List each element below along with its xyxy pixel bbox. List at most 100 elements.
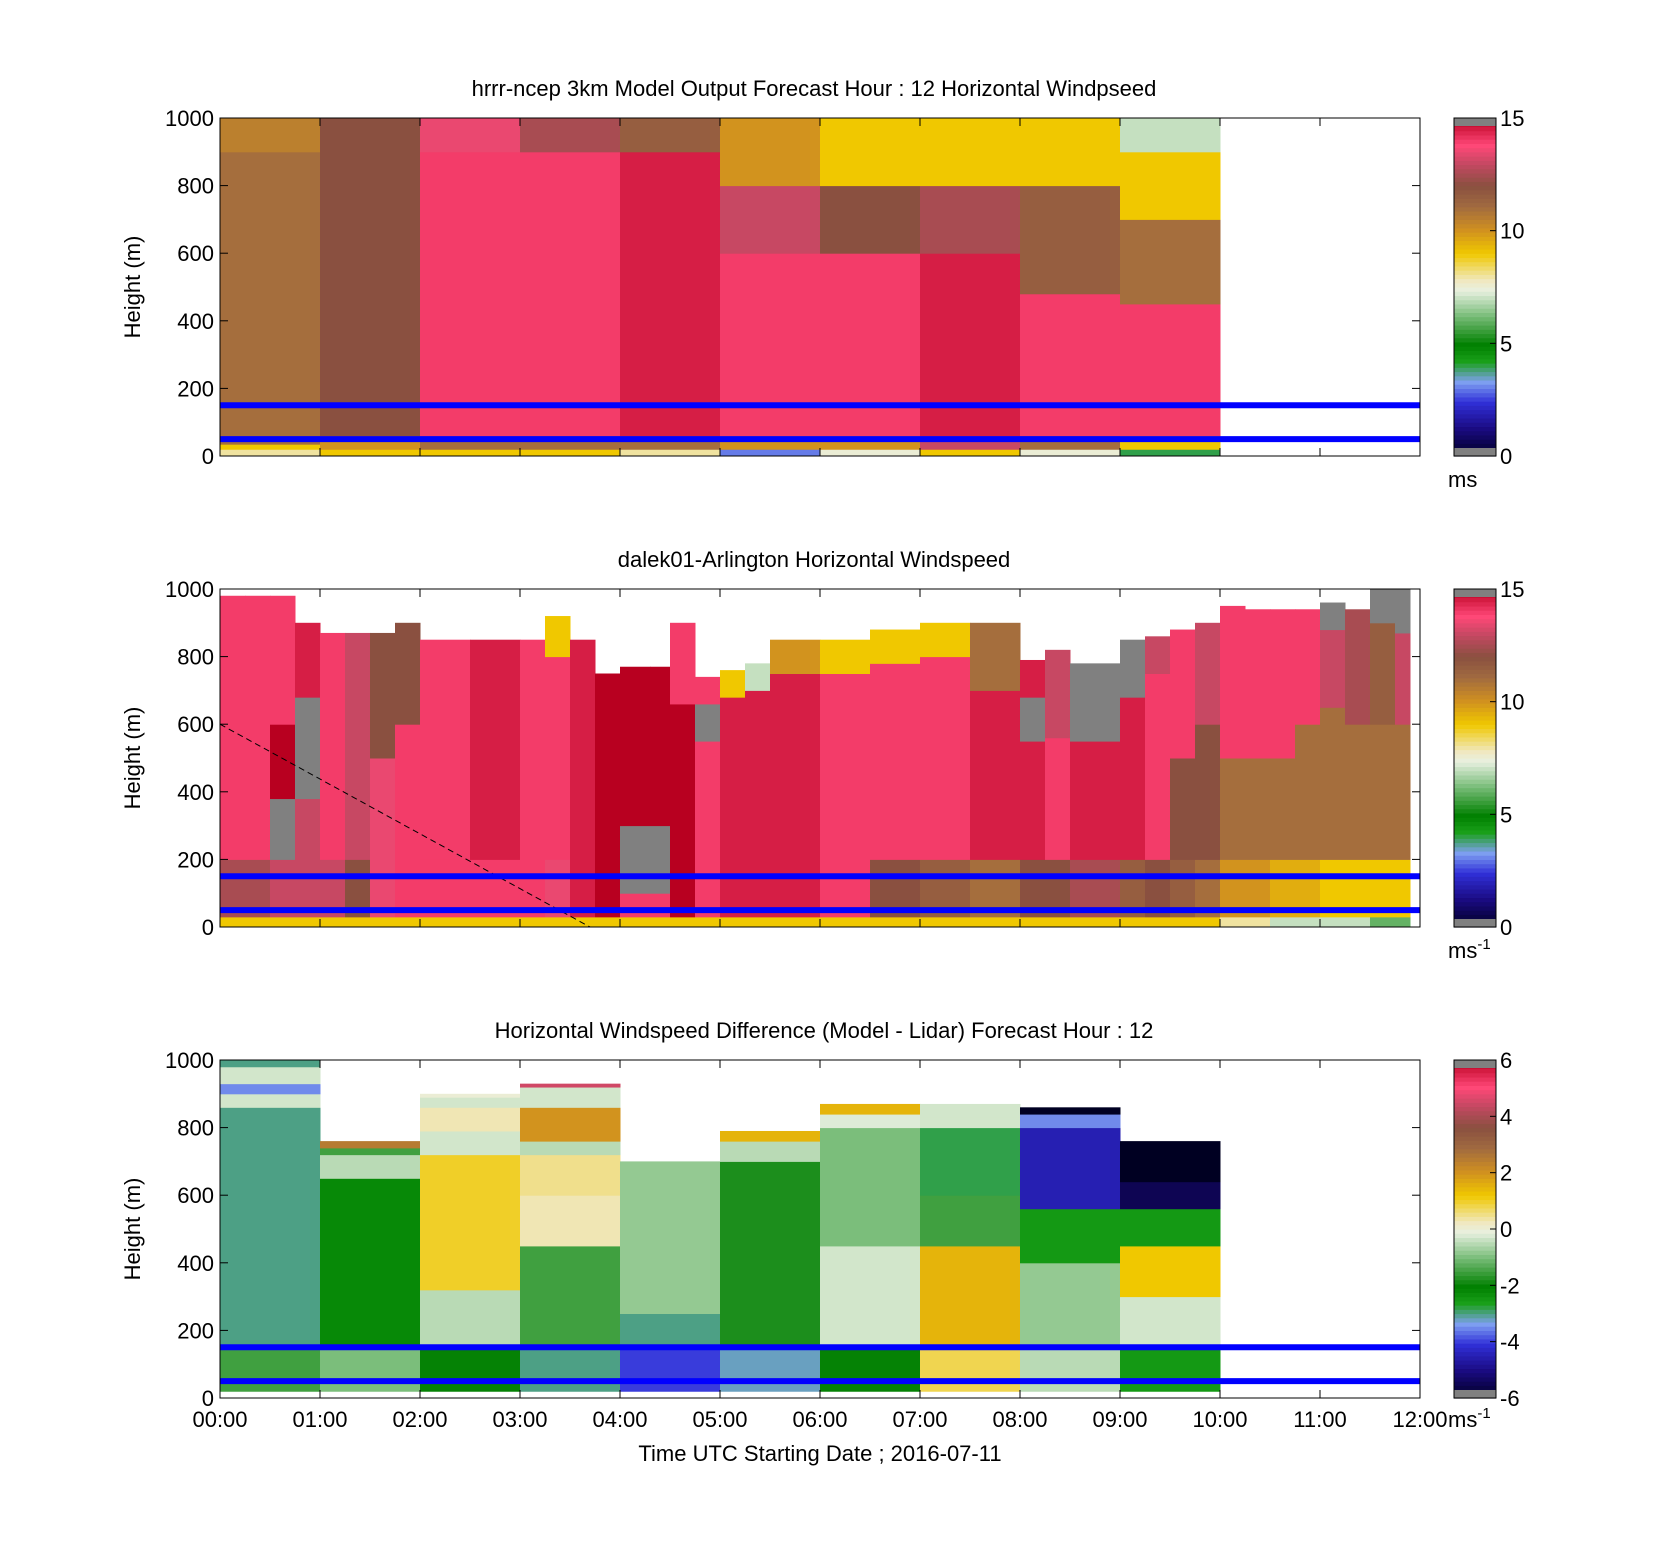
heatmap-cell <box>1120 1181 1221 1210</box>
colorbar-swatch <box>1454 1140 1496 1146</box>
colorbar-swatch <box>1454 829 1496 835</box>
heatmap-cell <box>720 1141 821 1162</box>
colorbar-swatch <box>1454 375 1496 381</box>
heatmap-cell <box>420 1097 521 1108</box>
heatmap-cell <box>420 1289 521 1348</box>
colorbar-swatch <box>1454 134 1496 140</box>
colorbar-swatch <box>1454 635 1496 641</box>
colorbar-swatch <box>1454 673 1496 679</box>
heatmap-cell <box>695 703 721 742</box>
heatmap-cell <box>245 916 271 928</box>
heatmap-cell <box>1020 1114 1121 1129</box>
heatmap-cell <box>420 449 521 457</box>
heatmap-cell <box>920 622 971 658</box>
colorbar-swatch <box>1454 1355 1496 1361</box>
heatmap-cell <box>1020 697 1046 742</box>
heatmap-cell <box>1345 916 1371 928</box>
heatmap-cell <box>320 1141 421 1149</box>
colorbar-swatch <box>1454 287 1496 292</box>
panel-lidar-dashed-line <box>219 723 591 928</box>
colorbar-swatch <box>1454 198 1496 204</box>
colorbar-swatch <box>1454 333 1496 339</box>
heatmap-cell <box>920 449 1021 457</box>
heatmap-cell <box>1120 1208 1221 1247</box>
colorbar-tick-label: 10 <box>1500 219 1524 244</box>
colorbar-swatch <box>1454 1262 1496 1268</box>
colorbar-swatch <box>1454 1085 1496 1091</box>
colorbar-swatch <box>1454 749 1496 755</box>
colorbar-swatch <box>1454 846 1496 852</box>
heatmap-cell <box>1120 303 1221 437</box>
colorbar-swatch <box>1454 1313 1496 1319</box>
heatmap-cell <box>1370 724 1396 860</box>
heatmap-cell <box>1270 758 1296 860</box>
heatmap-cell <box>1395 724 1411 860</box>
y-tick-label: 600 <box>177 1183 214 1208</box>
colorbar-swatch <box>1454 295 1496 301</box>
colorbar-swatch <box>1454 143 1496 149</box>
panel-lidar-reference-lines <box>220 873 1420 914</box>
colorbar-swatch <box>1454 905 1496 911</box>
heatmap-cell <box>1195 622 1221 725</box>
heatmap-cell <box>695 916 721 928</box>
colorbar-swatch <box>1454 1254 1496 1260</box>
heatmap-cell <box>220 118 321 153</box>
heatmap-cell <box>520 639 546 918</box>
heatmap-cell <box>920 1127 1021 1196</box>
colorbar-swatch <box>1454 392 1496 398</box>
heatmap-cell <box>1245 916 1271 928</box>
colorbar-swatch <box>1454 248 1496 254</box>
colorbar-swatch <box>1454 329 1496 335</box>
heatmap-cell <box>620 449 721 457</box>
heatmap-cell <box>470 639 521 860</box>
heatmap-cell <box>1270 916 1296 928</box>
colorbar-swatch <box>1454 652 1496 658</box>
colorbar-swatch <box>1454 1195 1496 1201</box>
colorbar-swatch <box>1454 363 1496 368</box>
heatmap-cell <box>1145 916 1171 928</box>
colorbar-frame <box>1453 588 1497 928</box>
colorbar-swatch <box>1454 812 1496 818</box>
colorbar-swatch <box>1454 601 1496 607</box>
colorbar-swatch <box>1454 817 1496 822</box>
heatmap-cell <box>770 673 821 918</box>
heatmap-cell <box>1170 629 1196 759</box>
colorbar-swatch <box>1454 724 1496 730</box>
heatmap-cell <box>1220 758 1246 860</box>
colorbar-swatch <box>1454 1317 1496 1323</box>
heatmap-cell <box>1120 1347 1221 1392</box>
heatmap-cell <box>420 439 521 450</box>
colorbar-swatch <box>1454 1165 1496 1171</box>
x-tick-label: 12:00 <box>1392 1407 1447 1432</box>
x-tick-label: 08:00 <box>992 1407 1047 1432</box>
heatmap-cell <box>720 1161 821 1348</box>
colorbar-swatch <box>1454 261 1496 267</box>
heatmap-cell <box>220 449 321 457</box>
colorbar-swatch <box>1454 358 1496 364</box>
heatmap-cell <box>720 253 821 437</box>
heatmap-cell <box>920 656 971 860</box>
colorbar-swatch <box>1454 151 1496 157</box>
colorbar-swatch <box>1454 1330 1496 1336</box>
heatmap-cell <box>650 666 671 827</box>
heatmap-cell <box>1045 916 1071 928</box>
panel-difference-ylabel: Height (m) <box>120 1178 145 1281</box>
colorbar-swatch <box>1454 308 1496 313</box>
colorbar-swatch <box>1454 622 1496 628</box>
panel-lidar-ylabel: Height (m) <box>120 707 145 810</box>
heatmap-cell <box>520 1245 621 1348</box>
heatmap-cell <box>220 1093 321 1108</box>
x-tick-label: 10:00 <box>1192 1407 1247 1432</box>
colorbar-swatch <box>1454 1089 1496 1095</box>
colorbar-swatch <box>1454 1321 1496 1327</box>
heatmap-cell <box>295 798 321 918</box>
heatmap-cell <box>820 253 921 437</box>
heatmap-cell <box>695 676 721 705</box>
colorbar-swatch <box>1454 1161 1496 1167</box>
colorbar-swatch <box>1454 1076 1496 1082</box>
heatmap-cell <box>1120 151 1221 220</box>
colorbar-swatch <box>1454 719 1496 725</box>
x-tick-label: 02:00 <box>392 1407 447 1432</box>
colorbar-swatch <box>1454 244 1496 250</box>
